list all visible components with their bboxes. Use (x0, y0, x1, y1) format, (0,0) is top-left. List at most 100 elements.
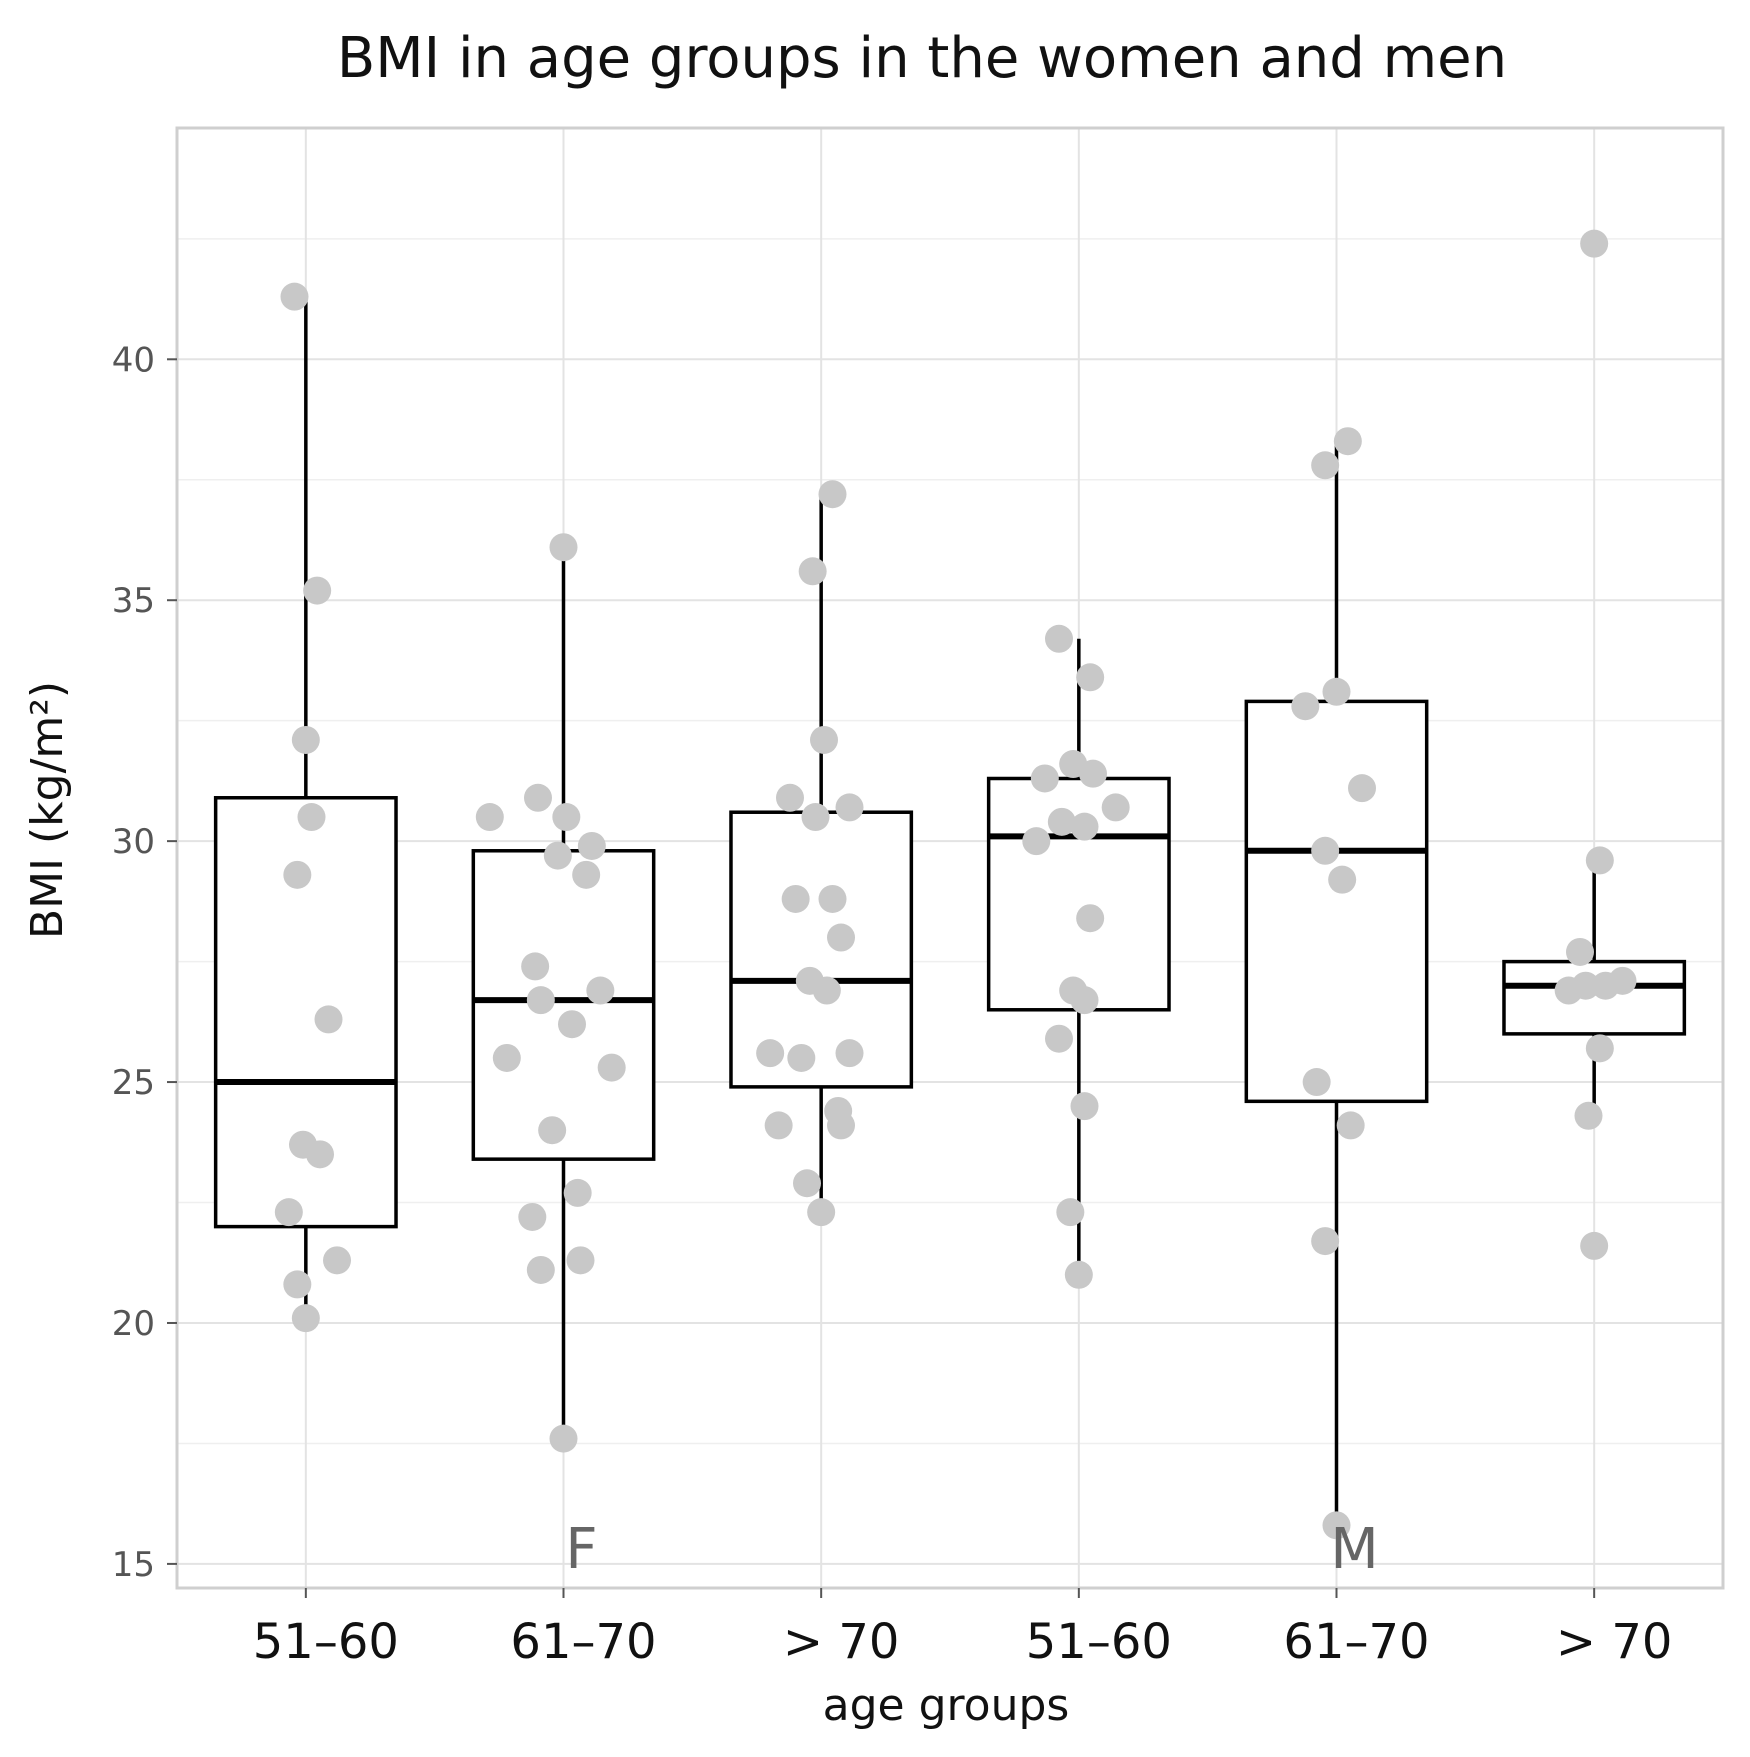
data-point (597, 1053, 626, 1082)
data-point (521, 952, 550, 981)
data-point (1333, 427, 1362, 456)
data-point (1580, 1231, 1609, 1260)
data-point (756, 1039, 785, 1068)
data-point (1070, 812, 1099, 841)
data-point (801, 803, 830, 832)
x-tick-label: 61–70 (1283, 1614, 1429, 1670)
data-point (566, 1246, 595, 1275)
data-point (314, 1005, 343, 1034)
data-point (1580, 229, 1609, 258)
data-point (283, 860, 312, 889)
box-iqr (729, 810, 914, 1089)
data-point (303, 576, 332, 605)
data-point (1571, 971, 1600, 1000)
data-point (586, 976, 615, 1005)
chart-title: BMI in age groups in the women and men (337, 26, 1507, 91)
data-point (549, 1424, 578, 1453)
data-point (1030, 764, 1059, 793)
data-point (291, 725, 320, 754)
data-point (1336, 1111, 1365, 1140)
y-tick-label: 15 (112, 1545, 155, 1585)
box-iqr (986, 776, 1171, 1012)
data-point (835, 793, 864, 822)
data-point (1322, 1511, 1351, 1540)
x-tick-label: > 70 (783, 1614, 900, 1670)
data-point (291, 1304, 320, 1333)
data-point (549, 533, 578, 562)
data-point (781, 884, 810, 913)
data-point (577, 831, 606, 860)
data-point (323, 1246, 352, 1275)
data-point (1585, 1034, 1614, 1063)
data-point (1311, 451, 1340, 480)
data-point (297, 803, 326, 832)
data-point (492, 1043, 521, 1072)
data-point (306, 1140, 335, 1169)
data-point (1322, 677, 1351, 706)
x-tick-label: 51–60 (1026, 1614, 1172, 1670)
data-point (1608, 966, 1637, 995)
box-iqr (471, 849, 656, 1161)
data-point (1044, 1024, 1073, 1053)
data-point (1047, 807, 1076, 836)
y-tick-label: 20 (112, 1304, 155, 1344)
data-point (1064, 1260, 1093, 1289)
y-axis-ticks: 15 20 25 30 35 40 (112, 340, 177, 1585)
data-point (1056, 1198, 1085, 1227)
data-point (1328, 865, 1357, 894)
box-iqr (1502, 959, 1687, 1036)
data-point (1311, 1227, 1340, 1256)
data-point (1565, 937, 1594, 966)
y-axis-label: BMI (kg/m²) (22, 681, 73, 939)
data-point (280, 282, 309, 311)
data-point (475, 803, 504, 832)
data-point (1079, 759, 1108, 788)
data-point (812, 976, 841, 1005)
x-axis-label: age groups (823, 1680, 1070, 1731)
data-point (807, 1198, 836, 1227)
data-point (1044, 624, 1073, 653)
data-point (787, 1043, 816, 1072)
data-point (558, 1010, 587, 1039)
data-point (1585, 846, 1614, 875)
data-point (552, 803, 581, 832)
data-point (526, 986, 555, 1015)
data-point (798, 557, 827, 586)
data-point (563, 1178, 592, 1207)
y-tick-label: 25 (112, 1063, 155, 1103)
data-point (526, 1255, 555, 1284)
data-point (1311, 836, 1340, 865)
data-point (1574, 1101, 1603, 1130)
data-point (1291, 692, 1320, 721)
data-point (1076, 904, 1105, 933)
grid (177, 128, 1723, 1588)
x-tick-label: 51–60 (253, 1614, 399, 1670)
data-point (1070, 986, 1099, 1015)
data-point (1348, 774, 1377, 803)
data-point (827, 923, 856, 952)
y-tick-label: 35 (112, 581, 155, 621)
data-point (523, 783, 552, 812)
box-layer (213, 296, 1687, 1526)
data-point (810, 725, 839, 754)
data-point (1302, 1068, 1331, 1097)
x-tick-label: 61–70 (510, 1614, 656, 1670)
jitter-points (274, 229, 1637, 1540)
data-point (827, 1111, 856, 1140)
data-point (1076, 663, 1105, 692)
data-point (1022, 827, 1051, 856)
facet-label: F (565, 1517, 597, 1582)
y-tick-label: 40 (112, 340, 155, 380)
data-point (572, 860, 601, 889)
box-iqr (1244, 699, 1429, 1104)
data-point (538, 1116, 567, 1145)
plot-panel-border (175, 126, 1725, 1590)
data-point (518, 1202, 547, 1231)
x-axis-ticks: 51–60 61–70 > 70 51–60 61–70 > 70 (253, 1588, 1672, 1670)
data-point (818, 884, 847, 913)
data-point (775, 783, 804, 812)
data-point (543, 841, 572, 870)
data-point (1070, 1092, 1099, 1121)
